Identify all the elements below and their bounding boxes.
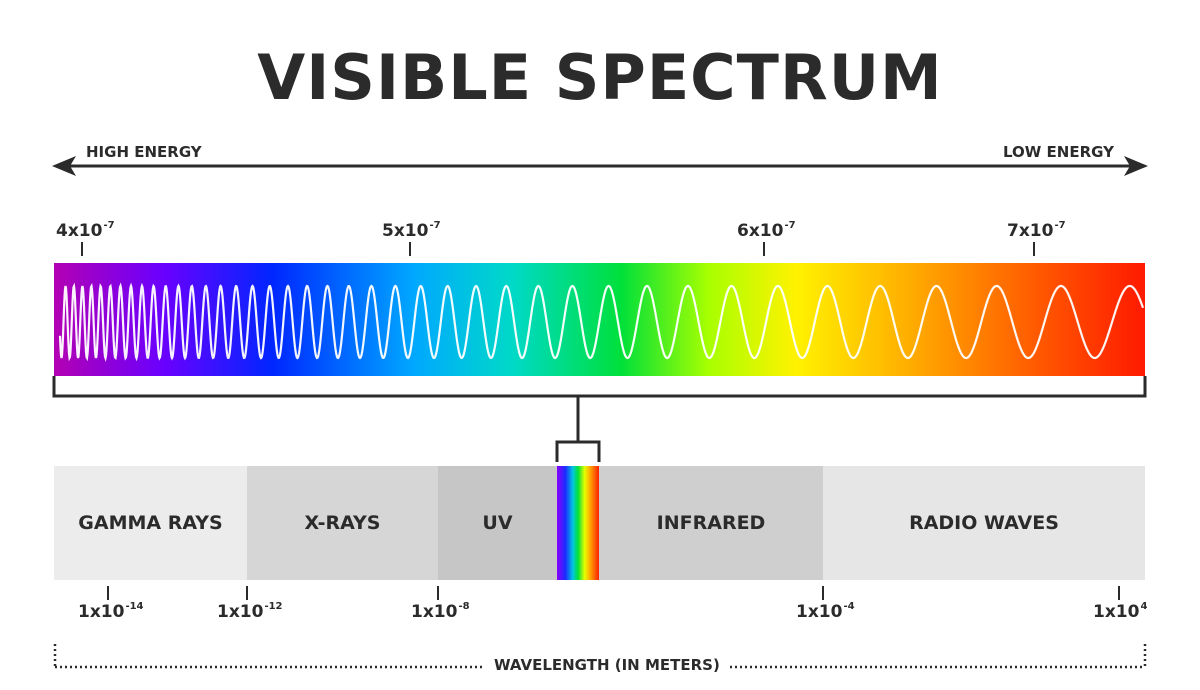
- band-label: GAMMA RAYS: [78, 512, 223, 534]
- visible-tick-label-700nm: 7x10-7: [1007, 220, 1066, 242]
- em-tick-label-1e-8: 1x10-8: [411, 601, 470, 623]
- visible-tick-label-500nm: 5x10-7: [382, 220, 441, 242]
- band-label: UV: [482, 512, 513, 534]
- axis-label: WAVELENGTH (IN METERS): [484, 656, 730, 674]
- band-label: RADIO WAVES: [909, 512, 1059, 534]
- low-energy-label: LOW ENERGY: [1003, 143, 1114, 161]
- band-visible: [557, 466, 599, 580]
- em-tick-label-1e-4: 1x10-4: [796, 601, 855, 623]
- band-infrared: INFRARED: [599, 466, 823, 580]
- visible-tick-label-600nm: 6x10-7: [737, 220, 796, 242]
- band-gamma-rays: GAMMA RAYS: [54, 466, 247, 580]
- band-label: X-RAYS: [304, 512, 381, 534]
- high-energy-label: HIGH ENERGY: [86, 143, 202, 161]
- band-radio-waves: RADIO WAVES: [823, 466, 1145, 580]
- spectrum-bracket: [52, 376, 1147, 398]
- band-label: INFRARED: [656, 512, 766, 534]
- em-tick-label-1e4: 1x104: [1093, 601, 1148, 623]
- zoom-bracket: [555, 440, 601, 462]
- band-x-rays: X-RAYS: [247, 466, 438, 580]
- em-tick-label-1e-12: 1x10-12: [217, 601, 283, 623]
- visible-tick-label-400nm: 4x10-7: [56, 220, 115, 242]
- band-uv: UV: [438, 466, 557, 580]
- sine-wave: [58, 282, 1145, 363]
- page-title: VISIBLE SPECTRUM: [257, 41, 943, 114]
- em-tick-label-1e-14: 1x10-14: [78, 601, 144, 623]
